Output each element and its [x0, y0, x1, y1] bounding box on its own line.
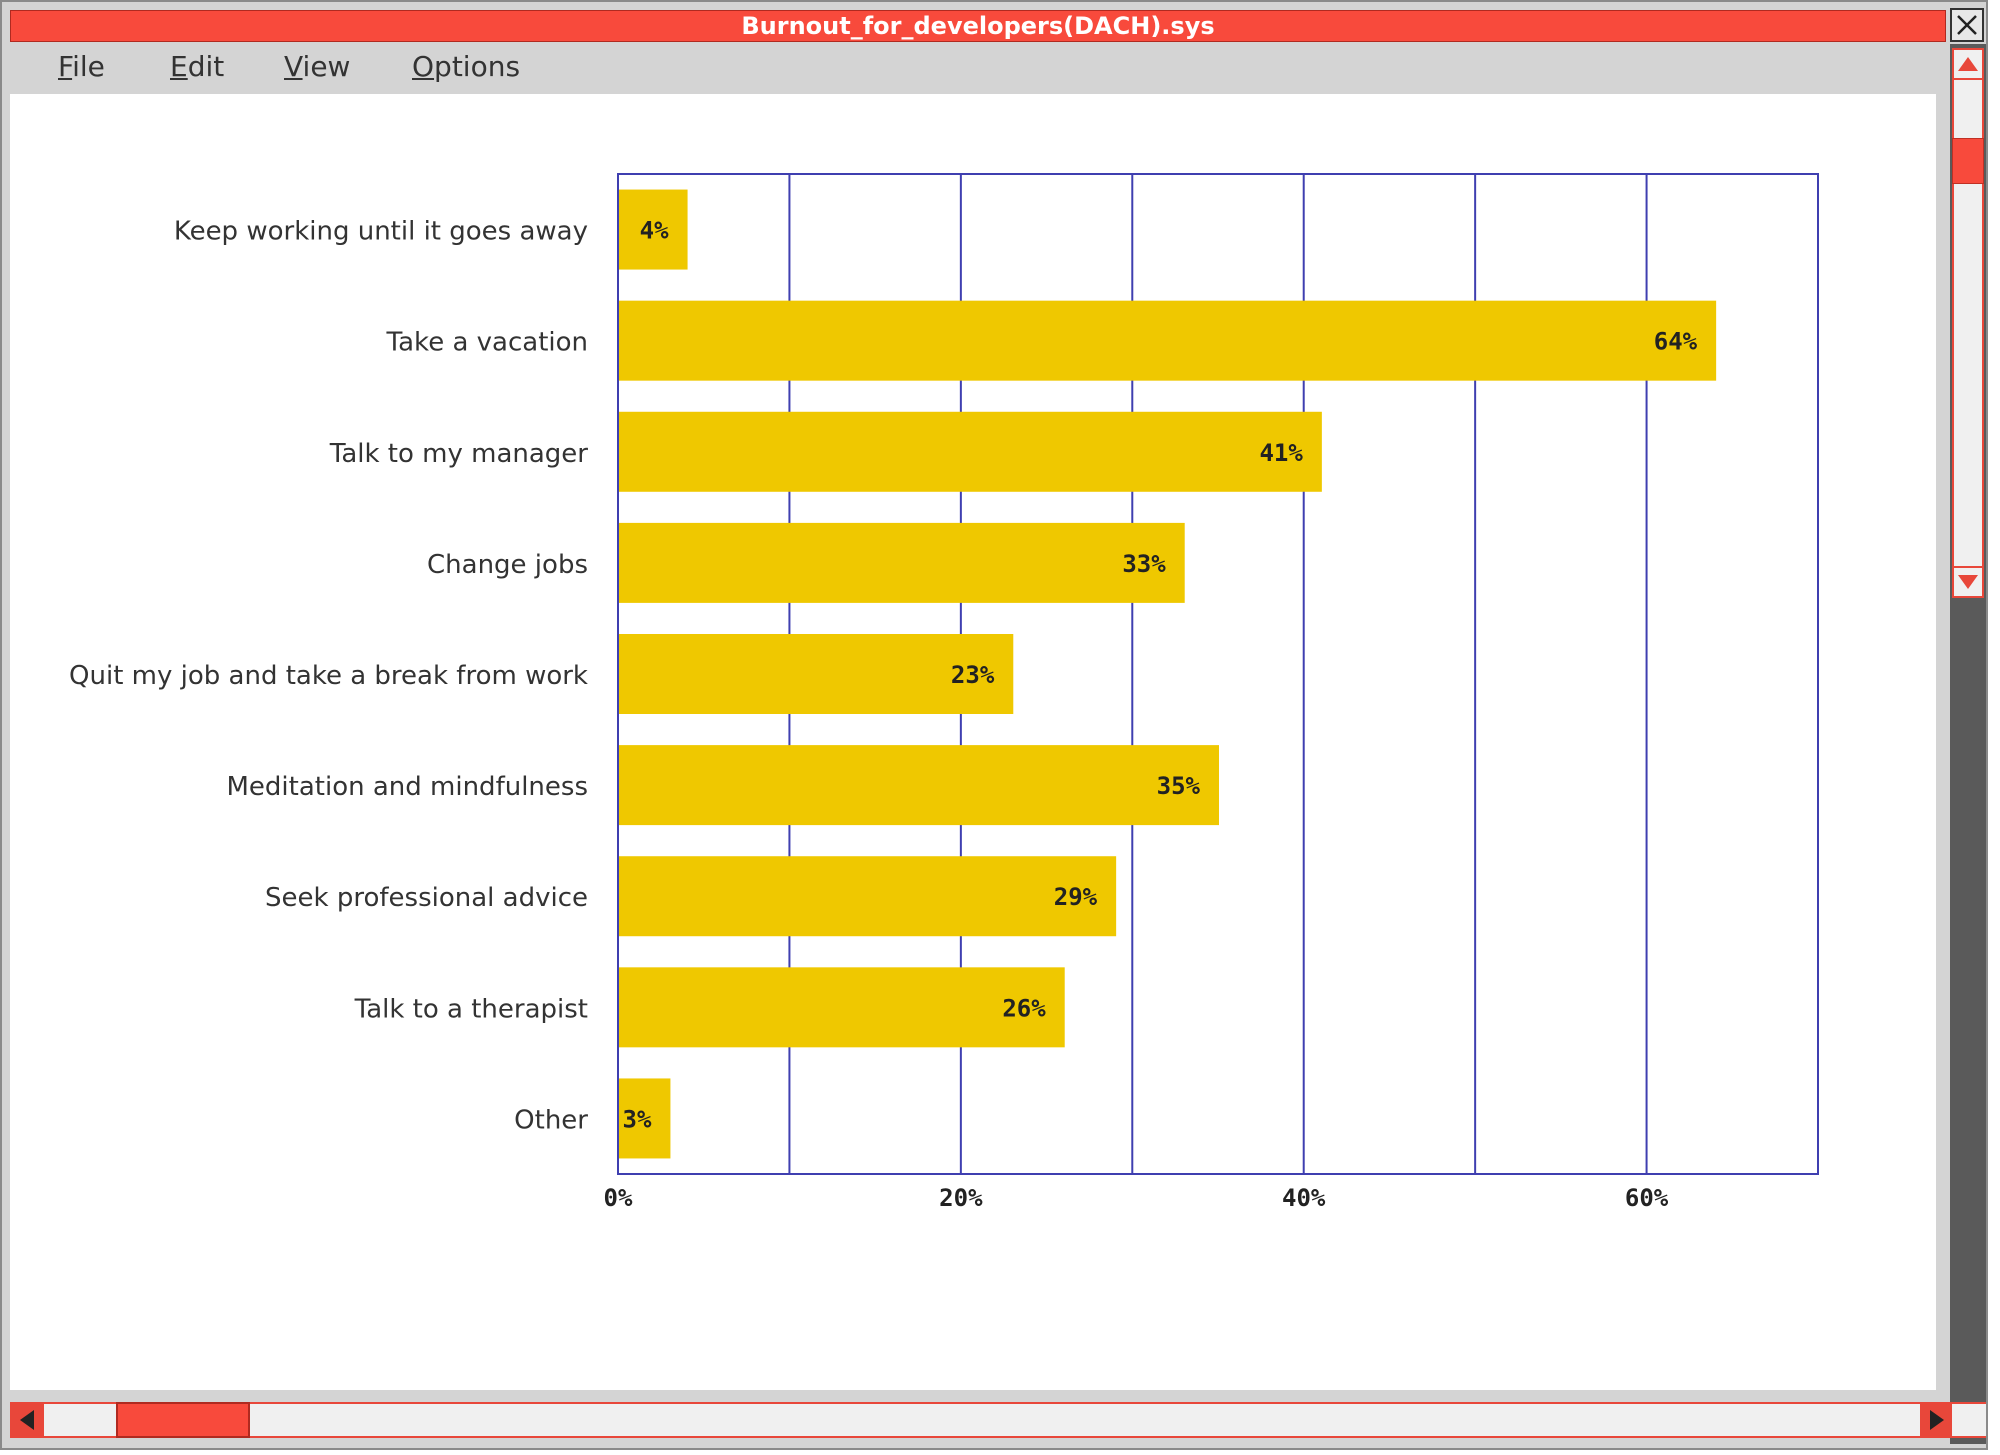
menu-edit-label: dit	[187, 50, 225, 83]
menu-view[interactable]: View	[284, 50, 350, 83]
x-tick-label: 0%	[604, 1184, 633, 1212]
close-button[interactable]	[1950, 8, 1984, 42]
arrow-right-icon	[1930, 1410, 1944, 1430]
bar-value-label: 35%	[1157, 772, 1201, 800]
title-bar[interactable]: Burnout_for_developers(DACH).sys	[10, 10, 1946, 42]
category-label: Other	[514, 1105, 588, 1135]
bar	[619, 189, 688, 270]
x-tick-label: 40%	[1282, 1184, 1326, 1212]
menu-file[interactable]: File	[58, 50, 105, 83]
bar-value-label: 23%	[951, 661, 995, 689]
menu-options-mnemonic: O	[412, 50, 435, 83]
bar	[619, 634, 1014, 714]
bar-value-label: 41%	[1259, 439, 1303, 467]
bar-value-label: 3%	[623, 1105, 652, 1133]
plot-frame	[617, 173, 1819, 1175]
bar	[619, 411, 1322, 492]
bar-value-label: 33%	[1122, 550, 1166, 578]
vertical-scrollbar-track[interactable]	[1952, 48, 1984, 598]
menu-file-mnemonic: F	[58, 50, 73, 83]
category-label: Meditation and mindfulness	[227, 772, 589, 802]
bar-value-label: 64%	[1654, 328, 1698, 356]
x-tick-label: 20%	[939, 1184, 983, 1212]
category-label: Change jobs	[427, 550, 588, 580]
horizontal-scrollbar-thumb[interactable]	[116, 1402, 250, 1438]
arrow-down-icon	[1958, 575, 1978, 589]
menu-edit[interactable]: Edit	[170, 50, 224, 83]
menu-file-label: ile	[72, 50, 105, 83]
menu-options[interactable]: Options	[412, 50, 520, 83]
category-label: Keep working until it goes away	[174, 217, 588, 247]
bar-value-label: 4%	[640, 217, 669, 245]
bar	[619, 300, 1717, 381]
bar	[619, 856, 1117, 937]
category-label: Take a vacation	[386, 328, 588, 358]
bar-chart: 4% Keep working until it goes away 64% Take…	[69, 173, 1819, 1212]
menu-view-mnemonic: V	[284, 50, 303, 83]
scroll-up-button[interactable]	[1952, 48, 1984, 80]
scroll-right-button[interactable]	[1920, 1404, 1952, 1436]
menu-view-label: iew	[302, 50, 351, 83]
bar-value-label: 26%	[1002, 994, 1046, 1022]
category-label: Quit my job and take a break from work	[69, 661, 588, 691]
x-tick-label: 60%	[1625, 1184, 1669, 1212]
category-label: Talk to my manager	[329, 439, 589, 469]
chart-area: 4% Keep working until it goes away 64% Take…	[10, 94, 1936, 1390]
close-icon	[1957, 15, 1977, 35]
bar	[619, 1078, 671, 1159]
bar	[619, 522, 1185, 603]
menu-bar: File Edit View Options	[10, 44, 1938, 92]
scroll-left-button[interactable]	[12, 1404, 44, 1436]
category-label: Seek professional advice	[265, 883, 588, 913]
arrow-left-icon	[20, 1410, 34, 1430]
bar	[619, 745, 1219, 826]
menu-edit-mnemonic: E	[170, 50, 188, 83]
scroll-down-button[interactable]	[1952, 566, 1984, 598]
menu-options-label: ptions	[434, 50, 521, 83]
bar	[619, 967, 1065, 1048]
horizontal-scrollbar-track[interactable]	[10, 1402, 1986, 1438]
vertical-scrollbar-thumb[interactable]	[1952, 138, 1984, 184]
bar-value-label: 29%	[1054, 883, 1098, 911]
category-label: Talk to a therapist	[354, 994, 588, 1024]
arrow-up-icon	[1958, 57, 1978, 71]
window-title: Burnout_for_developers(DACH).sys	[741, 12, 1215, 40]
